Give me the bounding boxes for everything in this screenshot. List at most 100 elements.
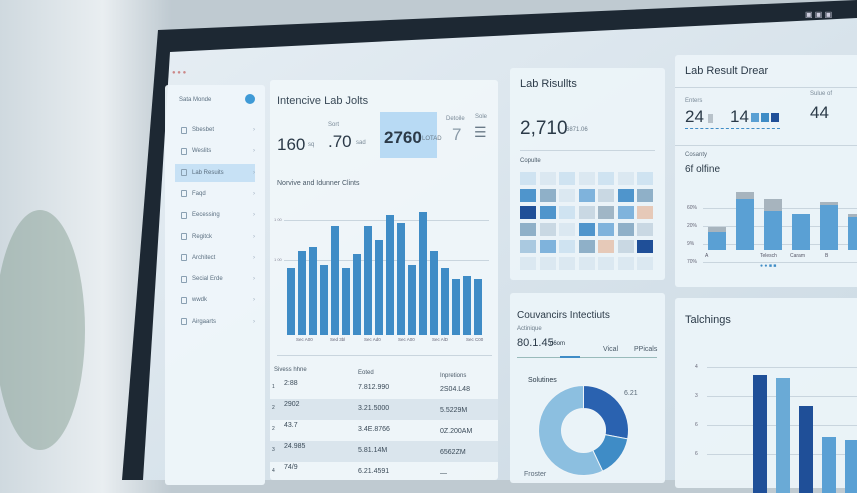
tile-icon[interactable] — [598, 206, 614, 219]
bar — [408, 265, 416, 335]
stat-value: 44 — [810, 103, 829, 122]
tile-icon[interactable] — [539, 206, 556, 219]
divider — [675, 145, 857, 146]
tile-icon[interactable] — [617, 206, 634, 219]
tile-icon[interactable] — [559, 189, 575, 202]
dashed-line — [685, 128, 780, 129]
table-row[interactable]: 4 74/9 6.21.4591 — — [270, 462, 498, 483]
sidebar-item[interactable]: Faqd › — [175, 185, 255, 203]
column-header[interactable]: Inpretions — [440, 373, 467, 379]
slice-label: 6.21 — [624, 390, 638, 397]
tile-icon[interactable] — [617, 240, 634, 253]
tile-icon[interactable] — [539, 189, 556, 202]
tile-icon[interactable] — [578, 240, 595, 253]
tile-icon[interactable] — [637, 172, 653, 185]
sidebar: Sata Monde Sbesbet › Weslits › Lab Resuits › F… — [165, 85, 265, 485]
sidebar-item[interactable]: Sbesbet › — [175, 121, 255, 139]
tile-icon[interactable] — [520, 240, 536, 253]
tile-icon[interactable] — [598, 172, 614, 185]
x-tick-label: Sec AlD — [432, 337, 449, 342]
sidebar-item[interactable]: Airgaarts › — [175, 313, 255, 331]
x-tick-label: Caram — [790, 253, 806, 259]
tile-icon[interactable] — [637, 189, 653, 202]
item-icon — [181, 190, 187, 198]
card-title: Talchings — [685, 314, 731, 326]
tile-icon[interactable] — [637, 240, 653, 253]
y-tick-label: 20% — [687, 223, 698, 229]
bar — [353, 253, 361, 335]
sidebar-item[interactable]: Weslits › — [175, 142, 255, 160]
tile-icon[interactable] — [617, 172, 634, 185]
y-tick-label: 6 — [695, 451, 698, 457]
tile-icon[interactable] — [520, 223, 536, 236]
tile-icon[interactable] — [559, 257, 575, 270]
tile-icon[interactable] — [637, 206, 653, 219]
tab-vical[interactable]: Vical — [603, 346, 619, 353]
table-row[interactable]: 3 24.985 5.81.14M 6562ZM — [270, 441, 498, 462]
tile-icon[interactable] — [559, 223, 575, 236]
tile-icon[interactable] — [520, 172, 536, 185]
tile-icon[interactable] — [598, 223, 614, 236]
tile-icon[interactable] — [559, 206, 575, 219]
tile-icon[interactable] — [598, 257, 614, 270]
bar — [820, 205, 838, 250]
sidebar-item[interactable]: wwdk › — [175, 291, 255, 309]
tile-icon[interactable] — [539, 240, 556, 253]
stat-value: 14 — [730, 107, 749, 126]
tile-icon[interactable] — [598, 189, 614, 202]
column-header[interactable]: Sivess hhne — [274, 367, 307, 373]
window-icons[interactable]: ▣ ▣ ▣ — [805, 10, 833, 19]
item-icon — [181, 275, 187, 283]
tile-icon[interactable] — [598, 240, 614, 253]
tile-icon[interactable] — [539, 172, 556, 185]
table-cell: 3.4E.8766 — [358, 426, 390, 433]
table-row[interactable]: 2 43.7 3.4E.8766 0Z.200AM — [270, 420, 498, 441]
kpi-label: Sort — [328, 122, 340, 128]
table-row[interactable]: 1 2:88 7.812.990 2S04.L48 — [270, 378, 498, 399]
sidebar-item[interactable]: Regitck › — [175, 228, 255, 246]
card-title: Lab Result Drear — [685, 65, 769, 77]
tile-icon[interactable] — [520, 257, 536, 270]
table-cell: 2:88 — [284, 380, 298, 387]
x-tick-label: Sec A00 — [398, 337, 415, 342]
tile-icon[interactable] — [578, 257, 595, 270]
stat-swatch — [761, 113, 769, 122]
sidebar-item[interactable]: Lab Resuits › — [175, 163, 255, 182]
kpi-label: Detoile — [446, 116, 465, 122]
tab-ppicals[interactable]: PPicals — [634, 346, 658, 353]
item-icon — [181, 211, 187, 219]
table-cell: — — [440, 470, 447, 477]
x-tick-label: Sec C00 — [466, 337, 484, 342]
table-cell: 0Z.200AM — [440, 428, 473, 435]
bar — [430, 251, 438, 335]
sidebar-item[interactable]: Architect › — [175, 249, 255, 267]
bar — [463, 276, 471, 335]
tile-icon[interactable] — [617, 257, 634, 270]
tile-icon[interactable] — [637, 223, 653, 236]
tile-icon[interactable] — [578, 223, 595, 236]
tile-icon[interactable] — [520, 189, 536, 202]
tile-icon[interactable] — [617, 189, 634, 202]
sidebar-item[interactable]: Eecessing › — [175, 206, 255, 224]
column-header[interactable]: Eoted — [358, 370, 374, 376]
kpi-unit: sq — [308, 142, 315, 148]
window-controls[interactable]: ● ● ● — [172, 70, 187, 76]
tile-icon[interactable] — [617, 223, 634, 236]
user-avatar-icon[interactable] — [245, 94, 255, 104]
tile-icon[interactable] — [559, 172, 575, 185]
chevron-right-icon: › — [253, 127, 255, 133]
sidebar-item[interactable]: Secial Erde › — [175, 270, 255, 288]
tile-icon[interactable] — [539, 223, 556, 236]
tile-icon[interactable] — [520, 206, 536, 219]
tile-icon[interactable] — [578, 189, 595, 202]
tile-icon[interactable] — [578, 172, 595, 185]
tile-icon[interactable] — [637, 257, 653, 270]
divider — [675, 87, 857, 88]
bar — [298, 251, 306, 335]
table-row[interactable]: 2 2902 3.21.5000 5.5229M — [270, 399, 498, 420]
tile-icon[interactable] — [539, 257, 556, 270]
tile-icon[interactable] — [559, 240, 575, 253]
tile-icon[interactable] — [578, 206, 595, 219]
bar — [822, 437, 836, 493]
menu-icon[interactable]: ☰ — [474, 124, 487, 140]
